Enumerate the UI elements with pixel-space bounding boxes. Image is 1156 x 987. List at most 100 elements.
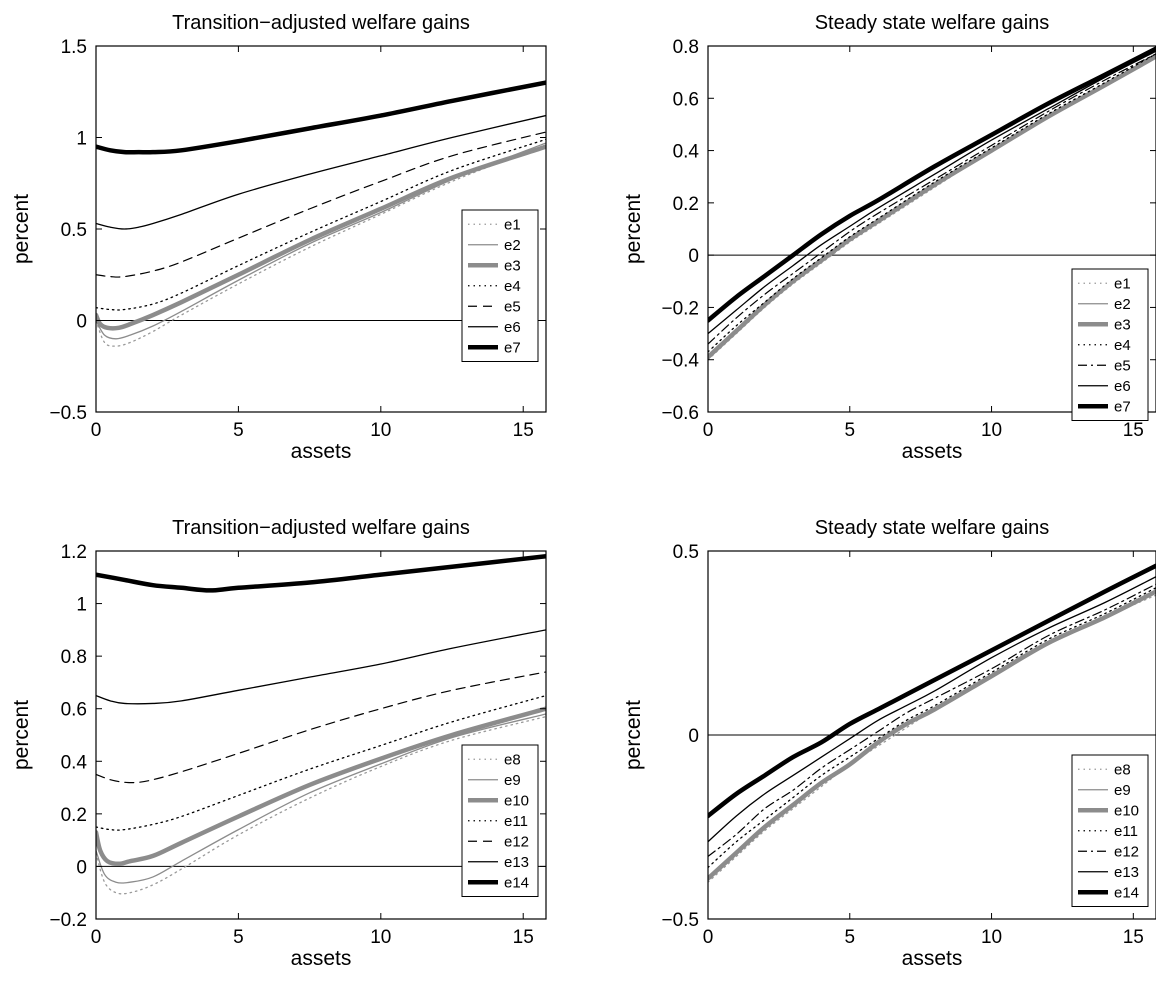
y-tick-label: 1.2 bbox=[61, 542, 87, 563]
legend-label-e1: e1 bbox=[1114, 275, 1131, 292]
chart-title: Transition−adjusted welfare gains bbox=[172, 517, 470, 539]
series-line-e7 bbox=[708, 46, 1156, 323]
x-tick-label: 10 bbox=[370, 420, 391, 441]
legend-label-e1: e1 bbox=[504, 216, 521, 233]
x-tick-label: 5 bbox=[844, 927, 855, 948]
series-line-e13 bbox=[708, 576, 1156, 843]
y-tick-label: 0 bbox=[76, 312, 87, 333]
x-tick-label: 15 bbox=[513, 420, 534, 441]
y-tick-label: 0 bbox=[76, 857, 87, 878]
x-tick-label: 15 bbox=[1123, 927, 1144, 948]
legend-label-e4: e4 bbox=[504, 278, 521, 295]
chart-title: Transition−adjusted welfare gains bbox=[172, 12, 470, 34]
y-tick-label: 0.4 bbox=[673, 142, 700, 163]
series-line-e6 bbox=[708, 50, 1156, 335]
legend-label-e7: e7 bbox=[504, 339, 521, 356]
y-tick-label: −0.5 bbox=[49, 403, 87, 424]
x-tick-label: 0 bbox=[91, 420, 102, 441]
y-axis-label: percent bbox=[622, 194, 645, 264]
legend-label-e2: e2 bbox=[1114, 296, 1131, 313]
y-axis-label: percent bbox=[10, 194, 33, 264]
x-tick-label: 10 bbox=[370, 927, 391, 948]
series-line-e10 bbox=[708, 589, 1156, 881]
y-tick-label: −0.6 bbox=[661, 403, 699, 424]
x-axis-label: assets bbox=[291, 440, 352, 463]
series-line-e14 bbox=[96, 554, 546, 593]
legend-label-e5: e5 bbox=[1114, 357, 1131, 374]
chart-title: Steady state welfare gains bbox=[815, 12, 1050, 34]
legend-box bbox=[461, 209, 539, 362]
panel-bottom-left: 0 5 10 15−0.200.20.40.60.811.2Transition−ad… bbox=[10, 517, 547, 970]
series-line-e3 bbox=[708, 54, 1156, 360]
series-line-e8 bbox=[708, 594, 1156, 883]
legend-label-e10: e10 bbox=[504, 792, 529, 809]
series-line-e6 bbox=[96, 114, 546, 230]
series-lines bbox=[708, 46, 1156, 361]
legend: e8 e9 e10 e11 e12 e13 e14 bbox=[461, 744, 539, 897]
legend-label-e8: e8 bbox=[1114, 761, 1131, 778]
x-axis-label: assets bbox=[902, 440, 963, 463]
legend-label-e7: e7 bbox=[1114, 398, 1131, 415]
series-line-e7 bbox=[96, 80, 546, 155]
legend-label-e12: e12 bbox=[1114, 843, 1139, 860]
legend-label-e6: e6 bbox=[504, 319, 521, 336]
legend-label-e6: e6 bbox=[1114, 378, 1131, 395]
legend-label-e14: e14 bbox=[504, 874, 529, 891]
series-lines bbox=[96, 80, 546, 347]
y-tick-label: 0.2 bbox=[673, 194, 699, 215]
x-tick-label: 5 bbox=[844, 420, 855, 441]
y-tick-label: −0.2 bbox=[661, 298, 699, 319]
y-axis-label: percent bbox=[622, 700, 645, 770]
x-axis-label: assets bbox=[902, 947, 963, 970]
y-tick-label: 0.5 bbox=[673, 542, 699, 563]
legend-label-e13: e13 bbox=[1114, 864, 1139, 881]
series-line-e12 bbox=[708, 583, 1156, 858]
axes-frame bbox=[95, 550, 547, 920]
legend-label-e3: e3 bbox=[504, 257, 521, 274]
series-line-e12 bbox=[96, 671, 546, 784]
legend-label-e9: e9 bbox=[1114, 782, 1131, 799]
legend-label-e3: e3 bbox=[1114, 316, 1131, 333]
series-line-e5 bbox=[96, 131, 546, 278]
legend-label-e5: e5 bbox=[504, 298, 521, 315]
series-line-e14 bbox=[708, 563, 1156, 819]
y-tick-label: 0 bbox=[688, 726, 699, 747]
x-tick-label: 0 bbox=[703, 420, 714, 441]
legend-box bbox=[1071, 268, 1149, 421]
axes-frame bbox=[707, 45, 1156, 413]
legend-label-e8: e8 bbox=[504, 751, 521, 768]
legend-label-e10: e10 bbox=[1114, 802, 1139, 819]
chart-title: Steady state welfare gains bbox=[815, 517, 1050, 539]
legend-label-e14: e14 bbox=[1114, 884, 1139, 901]
legend: e1 e2 e3 e4 e5 e6 e7 bbox=[461, 209, 539, 362]
x-tick-label: 5 bbox=[233, 420, 244, 441]
legend-label-e11: e11 bbox=[504, 813, 528, 830]
x-axis-label: assets bbox=[291, 947, 352, 970]
series-line-e8 bbox=[96, 715, 546, 895]
legend-label-e4: e4 bbox=[1114, 337, 1131, 354]
y-tick-label: 0.6 bbox=[61, 700, 87, 721]
legend-label-e12: e12 bbox=[504, 833, 529, 850]
x-tick-label: 0 bbox=[703, 927, 714, 948]
y-tick-label: 0.2 bbox=[61, 805, 87, 826]
x-tick-label: 15 bbox=[1123, 420, 1144, 441]
x-tick-label: 15 bbox=[513, 927, 534, 948]
y-tick-label: 1 bbox=[76, 595, 87, 616]
series-line-e9 bbox=[96, 713, 546, 884]
y-tick-label: 1 bbox=[76, 129, 87, 150]
series-line-e13 bbox=[96, 629, 546, 705]
series-line-e5 bbox=[708, 53, 1156, 345]
x-tick-label: 5 bbox=[233, 927, 244, 948]
y-tick-label: 0.8 bbox=[61, 647, 87, 668]
series-lines bbox=[708, 563, 1156, 883]
series-line-e1 bbox=[96, 144, 546, 347]
series-line-e4 bbox=[96, 138, 546, 311]
series-line-e10 bbox=[96, 706, 546, 867]
y-tick-label: −0.4 bbox=[661, 351, 699, 372]
legend-label-e2: e2 bbox=[504, 237, 521, 254]
y-tick-label: 0 bbox=[688, 246, 699, 267]
x-tick-label: 10 bbox=[981, 420, 1002, 441]
y-tick-label: 0.5 bbox=[61, 220, 87, 241]
